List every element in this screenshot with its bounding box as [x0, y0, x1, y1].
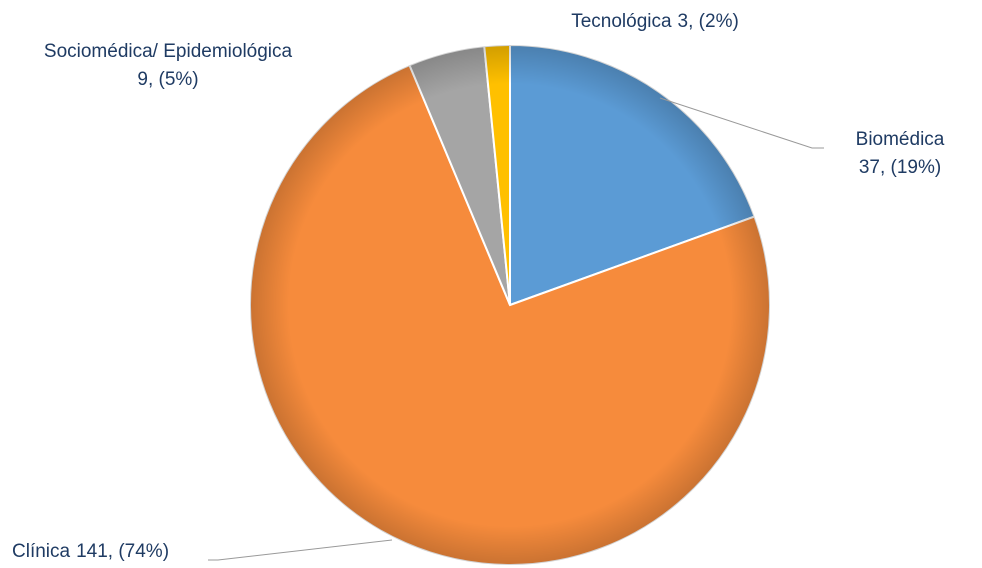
- label-name: Tecnológica: [571, 11, 672, 32]
- label-value: 37, (19%): [859, 157, 941, 178]
- data-label: Tecnológica 3, (2%): [571, 11, 739, 32]
- label-name: Sociomédica/ Epidemiológica: [44, 41, 293, 62]
- label-value: 3, (2%): [678, 11, 739, 32]
- label-value: 141, (74%): [76, 541, 169, 562]
- label-name: Clínica: [12, 541, 71, 562]
- data-label: Clínica 141, (74%): [12, 541, 169, 562]
- label-name: Biomédica: [856, 129, 945, 150]
- label-value: 9, (5%): [137, 69, 198, 90]
- pie: [249, 43, 771, 566]
- leader-line: [659, 97, 824, 149]
- data-label: Biomédica 37, (19%): [856, 129, 945, 178]
- leader-line: [208, 539, 393, 561]
- data-label: Sociomédica/ Epidemiológica 9, (5%): [44, 41, 293, 90]
